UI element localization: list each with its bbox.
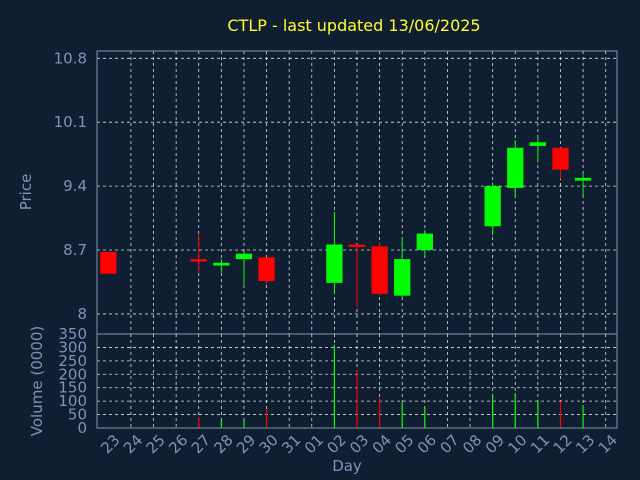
price-axis-label: Price <box>17 174 35 211</box>
volume-y-tick: 100 <box>58 392 87 410</box>
volume-y-tick: 0 <box>77 419 87 437</box>
volume-y-tick: 150 <box>58 379 87 397</box>
candle-body <box>371 246 388 294</box>
volume-bar <box>492 394 494 428</box>
candle-body <box>484 186 501 227</box>
volume-y-tick: 350 <box>58 325 87 343</box>
candle-body <box>529 142 547 146</box>
x-axis-label: Day <box>332 457 362 475</box>
price-candles <box>100 136 592 307</box>
chart-title: CTLP - last updated 13/06/2025 <box>227 16 480 35</box>
candle-body <box>348 244 366 248</box>
price-y-tick: 8 <box>77 305 87 323</box>
price-y-tick: 8.7 <box>63 241 87 259</box>
volume-bar <box>333 344 335 428</box>
volume-bar <box>265 409 268 428</box>
candle-body <box>394 259 411 296</box>
volume-bar <box>379 398 381 428</box>
candle-body <box>507 147 524 188</box>
price-y-tick: 10.8 <box>54 49 87 67</box>
candle-body <box>574 177 592 181</box>
candle-body <box>100 251 117 274</box>
volume-y-tick: 200 <box>58 365 87 383</box>
volume-bar <box>356 370 358 428</box>
x-tick: 14 <box>595 431 621 457</box>
candle-body <box>416 233 433 251</box>
volume-bar <box>424 407 426 428</box>
candle-body <box>258 257 275 282</box>
candle-body <box>235 253 253 260</box>
volume-axis-label: Volume (0000) <box>28 326 46 436</box>
volume-bars <box>198 344 584 428</box>
price-y-tick: 10.1 <box>54 113 87 131</box>
volume-y-tick: 50 <box>68 406 87 424</box>
volume-y-tick: 300 <box>58 338 87 356</box>
volume-bar <box>401 402 403 428</box>
candle-body <box>190 259 207 262</box>
volume-panel-frame <box>96 333 618 429</box>
candle-body <box>552 147 569 170</box>
candle-body <box>213 262 230 266</box>
volume-y-tick: 250 <box>58 352 87 370</box>
volume-bar <box>559 401 562 428</box>
price-y-tick: 9.4 <box>63 177 87 195</box>
volume-bar <box>537 401 539 428</box>
volume-bar <box>243 419 245 428</box>
volume-bar <box>198 417 200 428</box>
volume-bar <box>582 405 584 428</box>
volume-bar <box>220 419 222 428</box>
x-tick-labels: 2324252627282930310102030405060708091011… <box>97 431 621 457</box>
volume-bar <box>514 393 516 428</box>
price-y-tick-labels: 8 8.7 9.4 10.1 10.8 <box>54 49 87 323</box>
candle-body <box>326 244 343 283</box>
